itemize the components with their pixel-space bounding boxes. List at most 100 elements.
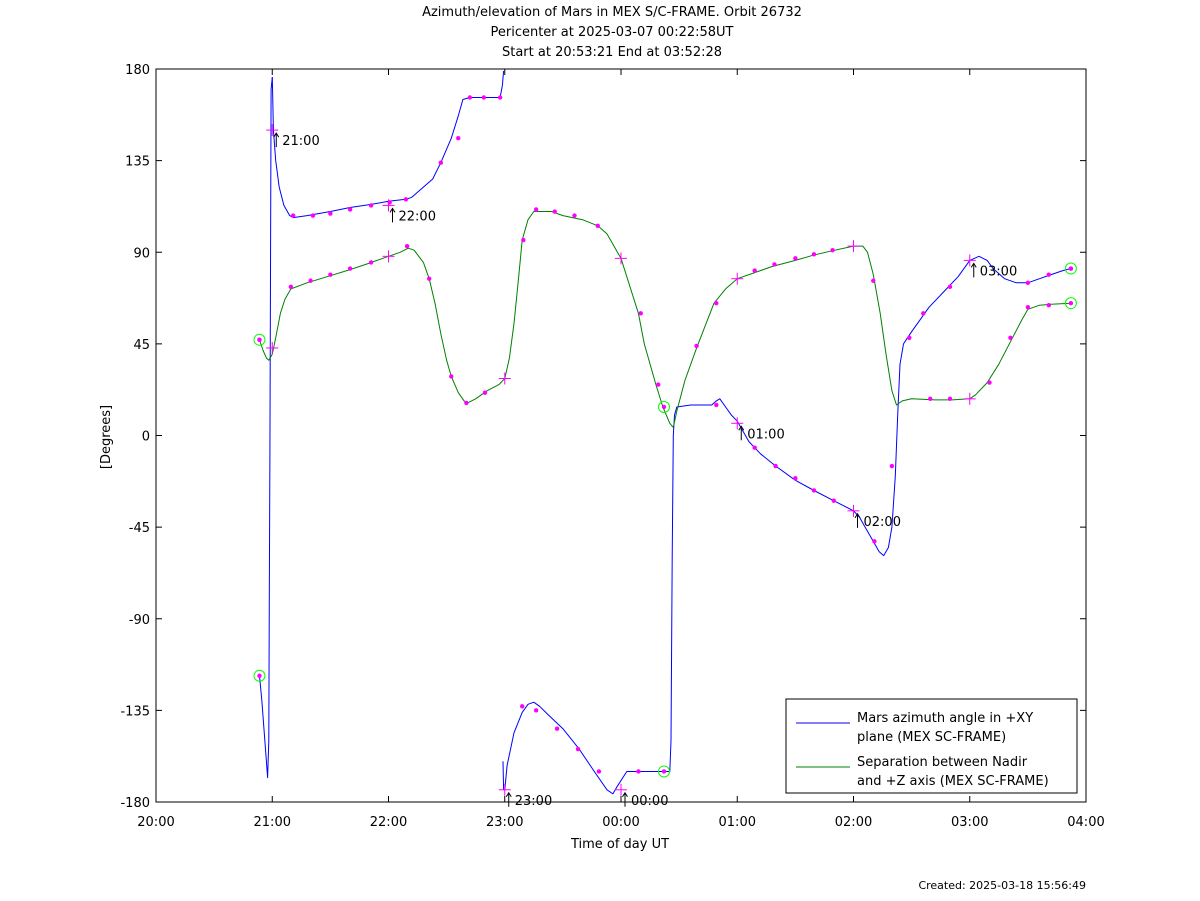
data-point-azimuth xyxy=(773,463,778,469)
data-point-azimuth xyxy=(519,704,525,709)
time-annotation: 00:00 xyxy=(622,791,668,809)
data-point-azimuth xyxy=(872,539,877,544)
data-point-separation xyxy=(987,380,992,385)
data-point-separation xyxy=(871,278,876,283)
data-point-separation xyxy=(449,374,454,379)
chart-title: Azimuth/elevation of Mars in MEX S/C-FRA… xyxy=(422,5,802,60)
data-point-azimuth xyxy=(1046,272,1052,277)
endpoint-dot-azimuth xyxy=(257,673,262,678)
data-point-azimuth xyxy=(533,708,539,713)
data-point-azimuth xyxy=(752,445,757,450)
data-point-separation xyxy=(694,343,699,349)
hour-cross-separation xyxy=(382,250,395,263)
data-point-azimuth xyxy=(596,769,602,774)
data-point-azimuth xyxy=(456,136,461,141)
data-point-azimuth xyxy=(554,726,560,731)
data-point-separation xyxy=(947,396,953,402)
data-point-azimuth xyxy=(310,213,316,218)
data-point-separation xyxy=(521,237,526,243)
y-tick-label: -90 xyxy=(129,613,150,628)
data-point-separation xyxy=(907,335,912,340)
data-point-separation xyxy=(347,266,353,271)
series-line-azimuth xyxy=(502,255,1072,795)
data-point-separation xyxy=(404,243,410,249)
data-point-separation xyxy=(552,209,557,214)
created-timestamp: Created: 2025-03-18 15:56:49 xyxy=(918,879,1086,892)
x-tick-label: 20:00 xyxy=(137,815,174,830)
data-point-azimuth xyxy=(403,197,409,202)
data-point-azimuth xyxy=(290,213,296,218)
data-point-azimuth xyxy=(347,207,353,212)
data-point-separation xyxy=(288,284,294,290)
y-tick-label: -180 xyxy=(120,796,150,811)
series-line-azimuth xyxy=(259,77,273,779)
y-tick-label: -135 xyxy=(120,704,150,719)
endpoint-circle-separation xyxy=(658,400,671,413)
time-annotation: 22:00 xyxy=(389,207,436,224)
x-tick-label: 02:00 xyxy=(835,815,872,830)
axis-ticks xyxy=(155,68,1087,803)
y-tick-label: 180 xyxy=(125,63,150,78)
x-tick-label: 00:00 xyxy=(602,815,639,830)
x-tick-label: 23:00 xyxy=(486,815,523,830)
endpoint-circle-azimuth xyxy=(253,669,266,682)
chart-title-line-3: Start at 20:53:21 End at 03:52:28 xyxy=(502,45,722,60)
hour-cross-azimuth xyxy=(963,254,976,267)
series-line-separation xyxy=(259,211,1071,428)
legend-box xyxy=(785,698,1078,794)
data-point-azimuth xyxy=(921,311,926,316)
data-point-azimuth xyxy=(328,211,333,216)
chart-title-line-2: Pericenter at 2025-03-07 00:22:58UT xyxy=(490,25,733,40)
endpoint-dot-separation xyxy=(1068,300,1074,306)
hour-cross-azimuth xyxy=(266,124,279,137)
data-point-separation xyxy=(328,272,333,277)
time-annotation-label: 01:00 xyxy=(747,427,784,442)
y-tick-label: 90 xyxy=(133,246,150,261)
data-point-separation xyxy=(1025,305,1031,310)
data-point-azimuth xyxy=(575,746,581,752)
hour-cross-separation xyxy=(731,272,744,285)
hour-cross-separation xyxy=(615,252,627,265)
x-tick-label: 04:00 xyxy=(1067,815,1104,830)
chart-title-line-1: Azimuth/elevation of Mars in MEX S/C-FRA… xyxy=(422,5,802,20)
time-annotations: 21:00 22:00 23:00 00:00 01:00 02:00 03:00 xyxy=(273,132,1017,809)
x-tick-label: 01:00 xyxy=(719,815,756,830)
x-tick-label: 22:00 xyxy=(370,815,407,830)
data-point-separation xyxy=(482,390,488,395)
x-tick-label: 21:00 xyxy=(254,815,291,830)
data-point-azimuth xyxy=(438,160,444,165)
time-annotation-label: 21:00 xyxy=(282,134,319,149)
time-annotation-label: 22:00 xyxy=(399,209,436,224)
hour-cross-azimuth xyxy=(382,199,395,212)
data-point-azimuth xyxy=(1025,280,1031,285)
data-point-separation xyxy=(595,223,600,228)
data-point-separation xyxy=(308,278,313,283)
data-point-separation xyxy=(752,268,757,273)
y-tick-label: 45 xyxy=(133,338,150,353)
data-point-separation xyxy=(533,207,539,212)
endpoint-circle-separation xyxy=(1064,297,1077,310)
series-lines xyxy=(259,70,1072,795)
data-point-azimuth xyxy=(811,488,817,493)
x-axis-label: Time of day UT xyxy=(570,837,669,852)
endpoint-dot-separation xyxy=(661,404,667,410)
endpoint-dot-separation xyxy=(257,337,262,343)
time-annotation: 01:00 xyxy=(738,425,785,442)
data-point-separation xyxy=(793,256,798,261)
series-line-azimuth xyxy=(271,70,505,219)
hour-cross-azimuth xyxy=(615,783,627,796)
y-tick-label: -45 xyxy=(129,521,150,536)
data-point-azimuth xyxy=(793,476,798,481)
endpoint-dot-azimuth xyxy=(1068,266,1074,271)
data-point-azimuth xyxy=(636,769,641,774)
data-point-separation xyxy=(656,382,661,387)
time-annotation: 03:00 xyxy=(970,262,1017,279)
hour-cross-separation xyxy=(963,392,976,405)
endpoint-circle-azimuth xyxy=(1064,262,1077,275)
time-annotation: 21:00 xyxy=(273,132,320,149)
hour-cross-azimuth xyxy=(498,783,511,796)
hour-cross-separation xyxy=(847,240,860,253)
axis-tick-labels: 20:00 21:00 22:00 23:00 00:00 01:00 02:00 03:00… xyxy=(120,63,1104,830)
data-point-separation xyxy=(1008,335,1013,340)
